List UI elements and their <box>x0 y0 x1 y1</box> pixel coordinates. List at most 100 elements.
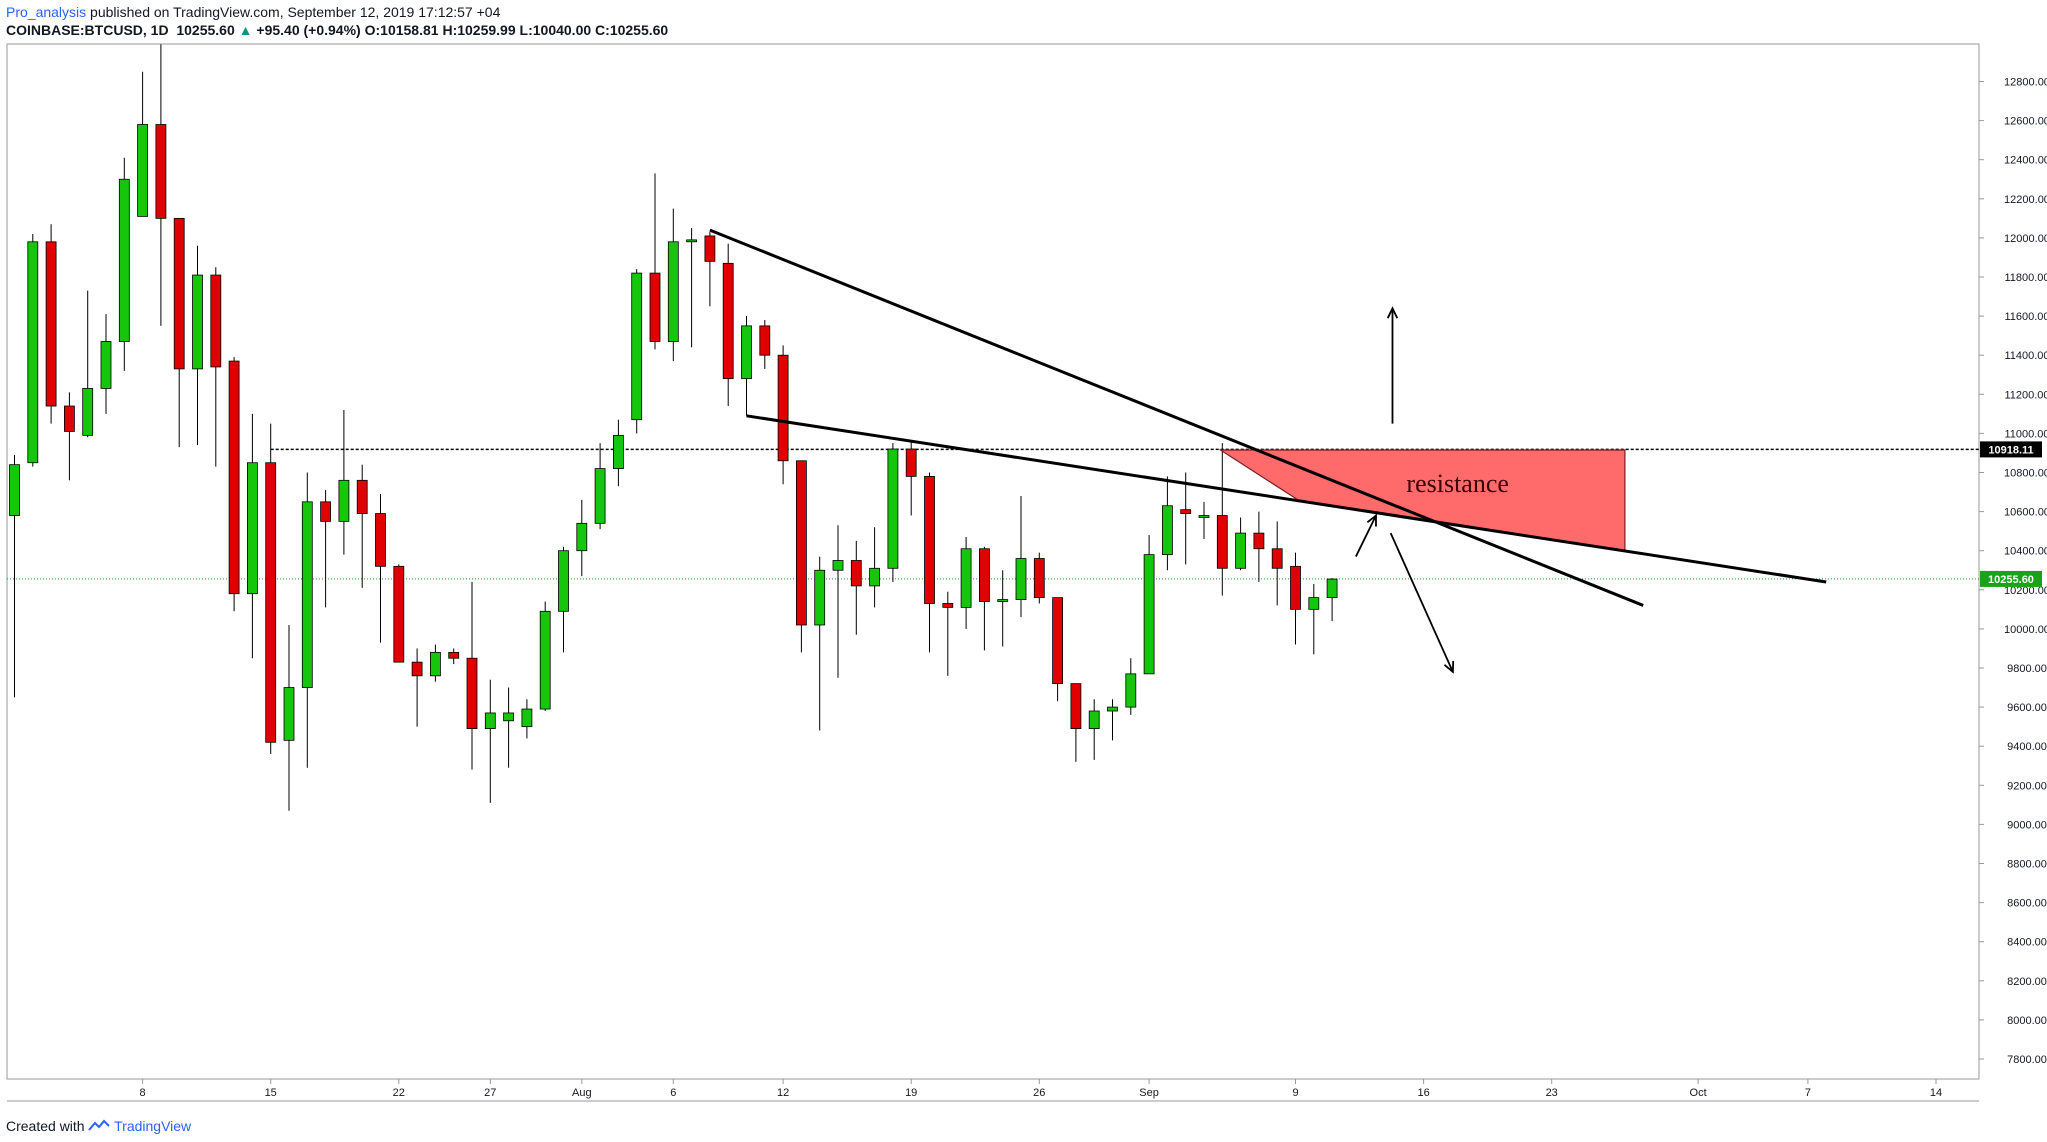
candle-up <box>521 708 533 728</box>
arrowhead <box>1386 306 1399 319</box>
candle-up <box>27 241 39 464</box>
close-value: 10255.60 <box>609 22 669 38</box>
arrows-layer <box>1355 306 1455 674</box>
high-label: H: <box>442 22 458 38</box>
y-tick-label: 9200.00 <box>2007 780 2047 792</box>
last-value: 10255.60 <box>176 22 235 38</box>
candle-down <box>173 217 185 370</box>
tradingview-logo-icon <box>88 1118 114 1134</box>
author-link[interactable]: Pro_analysis <box>6 4 87 20</box>
candle-up <box>1162 505 1173 556</box>
trendline <box>746 414 1827 584</box>
x-tick-label: 19 <box>905 1087 917 1099</box>
candle-up <box>118 178 130 342</box>
y-tick-label: 8000.00 <box>2007 1015 2047 1027</box>
arrowhead <box>1366 513 1377 527</box>
candle-down <box>777 354 789 462</box>
candle-up <box>576 522 588 552</box>
candle-up <box>667 241 679 342</box>
x-tick-label: 6 <box>670 1087 676 1099</box>
resistance-label: resistance <box>1406 469 1509 498</box>
tradingview-link[interactable]: TradingView <box>114 1118 192 1134</box>
x-tick-label: 9 <box>1292 1087 1298 1099</box>
candle-up <box>1198 515 1210 518</box>
y-tick-label: 10000.00 <box>2004 624 2047 636</box>
change-value: +95.40 (+0.94%) <box>256 22 361 38</box>
candle-down <box>924 476 935 604</box>
candle-up <box>1143 554 1155 675</box>
candle-up <box>631 272 643 421</box>
close-label: C: <box>595 22 610 38</box>
candle-down <box>759 325 771 356</box>
y-tick-label: 8400.00 <box>2007 937 2047 949</box>
ohlc-legend: COINBASE:BTCUSD, 1D 10255.60 ▲ +95.40 (+… <box>6 22 668 38</box>
x-tick-label: 16 <box>1417 1087 1429 1099</box>
candle-up <box>137 124 149 217</box>
low-label: L: <box>519 22 533 38</box>
candle-down <box>265 462 277 743</box>
arrow-line <box>1355 515 1377 557</box>
y-tick-label: 10600.00 <box>2004 507 2047 519</box>
candle-down <box>45 241 57 407</box>
candle-down <box>1271 548 1283 569</box>
x-tick-label: 7 <box>1805 1087 1811 1099</box>
price-axis: 12800.00 12600.00 12400.00 12200.00 12000.00… <box>1979 77 2047 1066</box>
candle-down <box>155 124 167 219</box>
candle-up <box>246 462 258 595</box>
y-tick-label: 11200.00 <box>2004 389 2047 401</box>
y-tick-label: 11800.00 <box>2004 272 2047 284</box>
y-tick-label: 10200.00 <box>2004 585 2047 597</box>
arrowhead <box>1443 660 1455 674</box>
candles-layer <box>9 44 1338 811</box>
high-value: 10259.99 <box>457 22 516 38</box>
candle-down <box>704 235 716 262</box>
y-tick-label: 10800.00 <box>2004 468 2047 480</box>
price-tags: 10918.11 10255.60 <box>1980 441 2042 587</box>
x-tick-label: 23 <box>1546 1087 1558 1099</box>
y-tick-label: 11400.00 <box>2004 350 2047 362</box>
change-up-icon: ▲ <box>238 22 253 38</box>
time-axis: 8 15 22 27 Aug 6 12 19 26 Sep 9 16 23 Oct 7 14 <box>140 1079 1942 1099</box>
y-tick-label: 8200.00 <box>2007 976 2047 988</box>
last-price-tag-label: 10255.60 <box>1988 574 2034 586</box>
candle-up <box>814 569 826 626</box>
candle-up <box>1088 710 1100 730</box>
x-tick-label: Oct <box>1690 1087 1707 1099</box>
candle-up <box>887 448 899 569</box>
candle-down <box>1033 558 1045 599</box>
y-tick-label: 8800.00 <box>2007 859 2047 871</box>
x-tick-label: Sep <box>1139 1087 1159 1099</box>
candle-down <box>649 272 661 342</box>
candle-up <box>869 567 880 587</box>
trendlines-layer <box>709 228 1827 607</box>
x-tick-label: Aug <box>572 1087 592 1099</box>
open-label: O: <box>364 22 381 38</box>
y-tick-label: 11600.00 <box>2004 311 2047 323</box>
candle-down <box>320 501 332 522</box>
candle-up <box>1326 578 1338 599</box>
candle-down <box>393 565 405 663</box>
candle-down <box>466 657 478 730</box>
y-tick-label: 10400.00 <box>2004 546 2047 558</box>
y-tick-label: 9800.00 <box>2007 663 2047 675</box>
candle-down <box>64 405 75 432</box>
candle-down <box>796 460 807 626</box>
candle-down <box>979 548 990 602</box>
candle-up <box>429 651 441 677</box>
candle-up <box>1107 706 1118 712</box>
low-value: 10040.00 <box>532 22 592 38</box>
y-tick-label: 12800.00 <box>2004 77 2047 89</box>
x-tick-label: 8 <box>140 1087 146 1099</box>
candle-up <box>558 550 569 612</box>
y-tick-label: 11000.00 <box>2004 428 2047 440</box>
x-tick-label: 12 <box>777 1087 789 1099</box>
y-tick-label: 12000.00 <box>2004 233 2047 245</box>
candle-up <box>960 548 972 608</box>
candle-up <box>1235 532 1246 569</box>
x-tick-label: 14 <box>1930 1087 1942 1099</box>
publish-info: Pro_analysis published on TradingView.co… <box>6 4 500 20</box>
candle-down <box>210 274 222 368</box>
level-tag-box <box>1980 441 2042 458</box>
candle-down <box>228 360 240 595</box>
